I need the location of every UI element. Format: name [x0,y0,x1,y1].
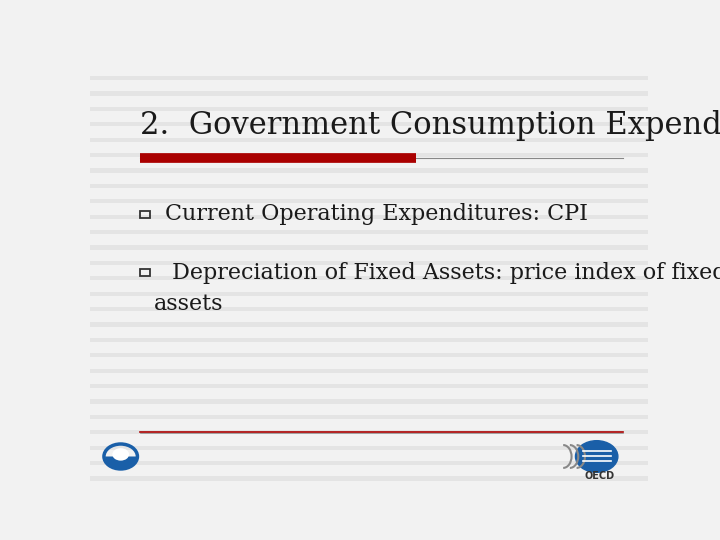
Bar [90,438,648,442]
Bar [90,453,648,457]
Bar [90,230,648,234]
Bar [90,315,648,319]
Bar [90,122,648,126]
Bar [90,192,648,195]
Bar [90,400,648,403]
Bar [90,84,648,88]
Text: OECD: OECD [585,471,614,482]
Bar [90,261,648,265]
Bar [90,253,648,257]
Bar [90,76,648,80]
Bar [90,284,648,288]
Bar [140,269,150,276]
Bar [90,407,648,411]
Bar [90,199,648,204]
Bar [90,292,648,296]
Bar [90,207,648,211]
Bar [90,153,648,157]
Bar [90,476,648,481]
Text: assets: assets [154,293,224,315]
Text: Depreciation of Fixed Assets: price index of fixed: Depreciation of Fixed Assets: price inde… [166,262,720,284]
Bar [90,415,648,419]
Bar [90,299,648,303]
Wedge shape [105,456,136,468]
Bar [90,214,648,219]
Bar [90,168,648,173]
Bar [90,322,648,327]
Bar [90,346,648,350]
Bar [90,384,648,388]
Bar [90,361,648,365]
Bar [90,430,648,434]
Bar [90,369,648,373]
Bar [90,461,648,465]
Bar [90,176,648,180]
Bar [90,268,648,273]
Bar [90,245,648,249]
Bar [90,376,648,381]
Bar [90,99,648,103]
Bar [90,91,648,96]
Bar [90,68,648,72]
Bar [90,392,648,396]
Circle shape [112,448,129,461]
Bar [90,138,648,142]
Bar [90,446,648,450]
Bar [90,130,648,134]
Bar [90,161,648,165]
Bar [90,114,648,119]
Circle shape [575,441,618,472]
Bar [90,276,648,280]
Text: Current Operating Expenditures: CPI: Current Operating Expenditures: CPI [166,204,588,226]
Bar [90,307,648,311]
Bar [140,211,150,218]
Bar [90,222,648,226]
Bar [90,238,648,242]
Bar [90,184,648,188]
Bar [90,145,648,150]
Text: 2.  Government Consumption Expenditure: 2. Government Consumption Expenditure [140,110,720,140]
Bar [90,107,648,111]
Bar [90,422,648,427]
Bar [90,338,648,342]
Bar [90,469,648,473]
Bar [90,353,648,357]
Bar [90,330,648,334]
